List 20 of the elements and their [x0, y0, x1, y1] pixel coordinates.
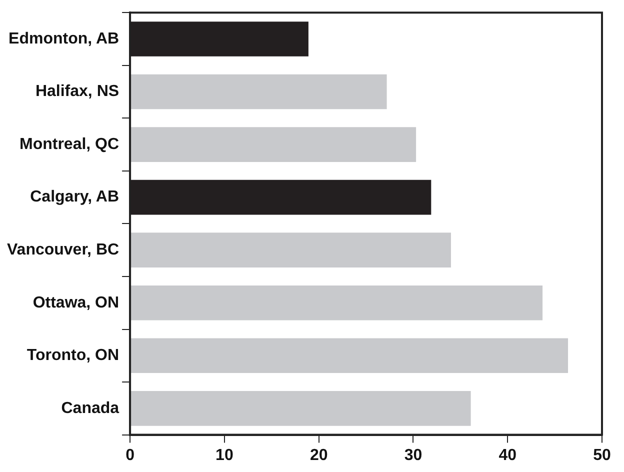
- x-tick-label: 0: [126, 446, 135, 464]
- bar: [130, 74, 387, 110]
- y-tick-label: Calgary, AB: [30, 188, 120, 206]
- y-tick-label: Toronto, ON: [26, 347, 120, 364]
- x-tick-label: 50: [593, 446, 611, 464]
- x-tick-label: 30: [404, 446, 422, 464]
- y-tick-label: Canada: [61, 400, 120, 417]
- bar: [130, 390, 471, 426]
- bar: [130, 232, 451, 268]
- x-tick-label: 40: [498, 446, 517, 464]
- bar: [130, 127, 416, 162]
- bar: [130, 285, 543, 320]
- bar: [130, 338, 568, 374]
- x-tick-label: 10: [216, 446, 234, 464]
- x-tick-label: 20: [310, 446, 328, 464]
- y-tick-label: Vancouver, BC: [7, 241, 120, 258]
- y-tick-label: Halifax, NS: [35, 83, 120, 100]
- y-tick-label: Montreal, QC: [19, 136, 120, 153]
- y-tick-label: Ottawa, ON: [32, 294, 120, 312]
- y-tick-label: Edmonton, AB: [8, 30, 120, 48]
